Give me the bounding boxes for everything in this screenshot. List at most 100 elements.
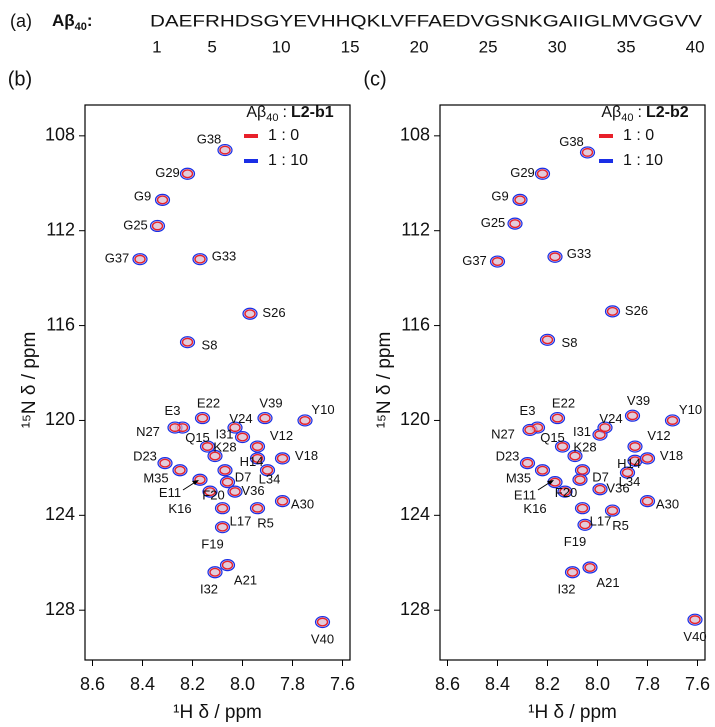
legend-title: Aβ40: L2-b2 [601, 104, 688, 124]
peak-label: V36 [241, 483, 264, 498]
y-tick-label: 120 [45, 409, 75, 429]
peak-contour-inner [196, 413, 209, 423]
peak-label: R5 [257, 516, 274, 531]
peak-label: M35 [506, 471, 531, 486]
peak-contour-inner [159, 458, 171, 468]
peak-label: L17 [590, 514, 612, 529]
legend-label: 1 : 0 [268, 127, 299, 144]
peak-contour-inner [584, 563, 596, 573]
x-tick-label: 8.6 [435, 674, 460, 694]
y-axis-label: ¹⁵N δ / ppm [19, 332, 40, 429]
peak-label: I32 [557, 582, 575, 597]
peak-label: Y10 [679, 402, 702, 417]
peak-contour-inner [579, 520, 591, 530]
y-tick-label: 112 [46, 219, 75, 239]
y-tick-label: 112 [401, 219, 430, 239]
peak-contour-inner [259, 413, 271, 423]
peak-contour-inner [151, 221, 164, 231]
peak-contour-inner [524, 425, 536, 435]
position-number: 25 [479, 37, 498, 56]
position-number: 35 [617, 37, 636, 56]
legend-title-prefix: Aβ [246, 104, 266, 121]
peak-label: A21 [596, 575, 619, 590]
x-tick-label: 8.0 [585, 674, 610, 694]
peak-label: V12 [270, 428, 293, 443]
peak-contour-inner [536, 169, 549, 179]
peak-contour-inner [574, 475, 586, 485]
peak-label: K28 [573, 439, 596, 454]
peak-label: V24 [599, 411, 622, 426]
annotation-arrowhead [192, 480, 199, 485]
peak-contour-inner [194, 254, 206, 264]
panel-label: (a) [10, 11, 32, 31]
peak-contour-inner [219, 145, 231, 155]
y-tick-label: 124 [400, 504, 430, 524]
legend-title-subscript: 40 [621, 112, 633, 124]
peak-label: V39 [259, 396, 282, 411]
peak-label: A21 [234, 573, 257, 588]
peak-contour-inner [216, 522, 229, 532]
peak-contour-inner [576, 503, 589, 513]
peak-label: Q15 [185, 430, 210, 445]
peak-contour-inner [229, 487, 241, 497]
y-axis-label: ¹⁵N δ / ppm [374, 332, 395, 429]
x-tick-label: 8.6 [80, 674, 105, 694]
peak-label: G38 [559, 134, 584, 149]
peak-label: Y10 [311, 402, 334, 417]
position-number: 15 [341, 37, 360, 56]
peak-label: V39 [627, 393, 650, 408]
peak-contour-inner [134, 254, 146, 264]
peak-contour-inner [626, 411, 639, 421]
y-tick-label: 108 [45, 125, 75, 145]
peak-label: I31 [215, 426, 233, 441]
position-number: 5 [207, 37, 216, 56]
peptide-name-text: Aβ [52, 11, 75, 30]
legend-label: 1 : 10 [268, 152, 308, 169]
peak-label: H14 [617, 456, 641, 471]
peak-label: G37 [462, 253, 487, 268]
position-number: 1 [152, 37, 161, 56]
peak-contour-inner [219, 465, 231, 475]
peak-label: Q15 [540, 430, 565, 445]
peak-contour-inner [689, 615, 701, 625]
peak-label: E3 [165, 403, 181, 418]
peak-label: V18 [295, 448, 318, 463]
peak-contour-inner [251, 442, 264, 452]
peak-contour-inner [216, 503, 229, 513]
peak-label: N27 [136, 424, 160, 439]
peak-label: K28 [213, 439, 236, 454]
peak-label: A30 [291, 497, 314, 512]
y-tick-label: 116 [46, 314, 75, 334]
peak-label: D7 [235, 470, 252, 485]
peak-label: K16 [168, 501, 191, 516]
legend-label: 1 : 0 [623, 127, 654, 144]
plot-frame [439, 104, 706, 661]
legend-title-bold: L2-b2 [646, 104, 689, 121]
x-tick-label: 8.4 [485, 674, 510, 694]
peak-contour-inner [599, 423, 611, 433]
peak-contour-inner [606, 306, 619, 316]
peak-label: F19 [564, 534, 586, 549]
peak-label: N27 [491, 426, 515, 441]
peak-label: G37 [105, 251, 130, 266]
x-axis-label: ¹H δ / ppm [173, 702, 262, 723]
peak-label: E11 [514, 488, 536, 503]
peak-label: G29 [510, 165, 535, 180]
peak-contour-inner [251, 453, 264, 463]
peak-label: F19 [201, 537, 223, 552]
peak-contour-inner [536, 465, 549, 475]
peak-contour-inner [276, 496, 289, 506]
peak-contour-inner [221, 560, 234, 570]
peak-contour-inner [209, 451, 221, 461]
peak-contour-inner [181, 337, 194, 347]
peak-label: D23 [133, 449, 157, 464]
peptide-name: Aβ40: [52, 11, 93, 32]
peak-contour-inner [556, 442, 569, 452]
peak-contour-inner [629, 456, 641, 466]
peak-contour-inner [491, 257, 504, 267]
y-tick-label: 124 [45, 504, 75, 524]
peak-label: V12 [647, 428, 670, 443]
peak-contour-inner [566, 567, 579, 577]
peak-contour-inner [251, 503, 264, 513]
